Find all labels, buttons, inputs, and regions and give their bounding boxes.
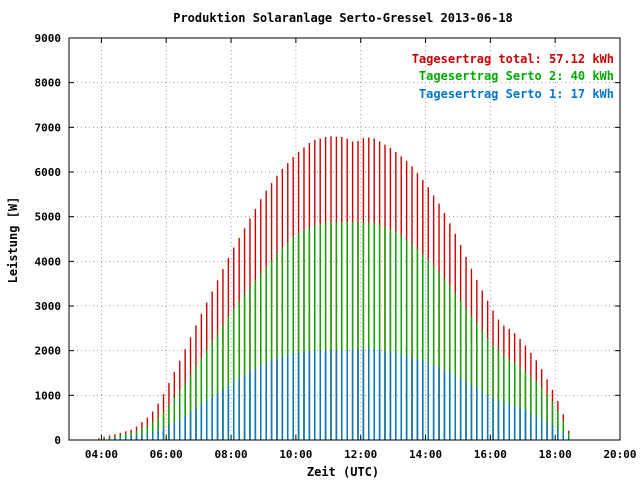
x-tick-label: 14:00 <box>409 448 442 461</box>
x-tick-label: 16:00 <box>474 448 507 461</box>
y-tick-label: 0 <box>54 434 61 447</box>
x-tick-label: 08:00 <box>214 448 247 461</box>
legend-total: Tagesertrag total: 57.12 kWh <box>412 52 614 66</box>
y-tick-label: 7000 <box>35 121 62 134</box>
legend-serto-2: Tagesertrag Serto 2: 40 kWh <box>419 69 614 83</box>
y-axis-title: Leistung [W] <box>6 197 20 284</box>
x-tick-label: 06:00 <box>150 448 183 461</box>
x-tick-label: 18:00 <box>539 448 572 461</box>
y-tick-label: 4000 <box>35 255 62 268</box>
axis-ticks: 0 1000 2000 3000 4000 5000 6000 7000 8000 9000 04:… <box>35 32 637 461</box>
y-tick-label: 8000 <box>35 77 62 90</box>
y-tick-label: 2000 <box>35 345 62 358</box>
plot-frame <box>68 37 621 441</box>
y-tick-label: 1000 <box>35 389 62 402</box>
x-tick-label: 20:00 <box>603 448 636 461</box>
y-tick-label: 3000 <box>35 300 62 313</box>
chart-title: Produktion Solaranlage Serto-Gressel 201… <box>173 11 513 25</box>
y-tick-label: 6000 <box>35 166 62 179</box>
gridlines <box>69 38 620 440</box>
x-axis-title: Zeit (UTC) <box>307 465 379 479</box>
bar-series <box>98 136 575 440</box>
x-tick-label: 12:00 <box>344 448 377 461</box>
legend-serto-1: Tagesertrag Serto 1: 17 kWh <box>419 87 614 101</box>
y-tick-label: 9000 <box>35 32 62 45</box>
y-tick-label: 5000 <box>35 211 62 224</box>
x-tick-label: 04:00 <box>85 448 118 461</box>
x-tick-label: 10:00 <box>279 448 312 461</box>
